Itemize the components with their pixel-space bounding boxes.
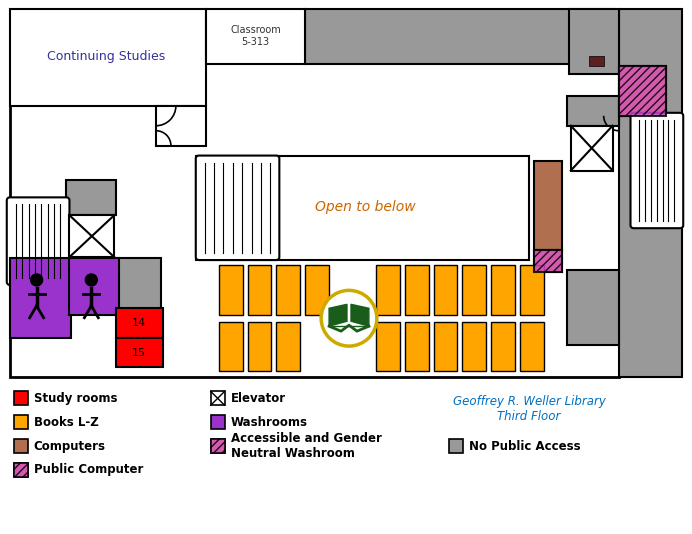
Bar — [210, 391, 225, 405]
Bar — [276, 265, 300, 315]
Text: 15: 15 — [132, 348, 146, 358]
Bar — [305, 265, 329, 315]
Bar — [491, 321, 515, 372]
Text: Public Computer: Public Computer — [34, 464, 143, 476]
Bar — [248, 321, 271, 372]
Text: Washrooms: Washrooms — [230, 415, 308, 429]
Bar — [276, 321, 300, 372]
Bar — [619, 10, 682, 378]
Text: Continuing Studies: Continuing Studies — [47, 50, 165, 62]
Bar — [462, 265, 486, 315]
Circle shape — [321, 290, 377, 346]
Bar — [116, 308, 163, 337]
Bar — [107, 258, 161, 313]
FancyBboxPatch shape — [196, 155, 280, 260]
FancyBboxPatch shape — [630, 113, 683, 228]
Bar — [210, 415, 225, 429]
Bar — [567, 270, 619, 344]
Bar — [376, 321, 400, 372]
Bar — [196, 155, 529, 260]
Bar — [206, 10, 305, 64]
Circle shape — [85, 274, 98, 286]
Bar — [219, 265, 242, 315]
FancyBboxPatch shape — [7, 198, 69, 285]
Bar — [376, 265, 400, 315]
Bar — [534, 250, 562, 272]
Bar — [14, 391, 28, 405]
Polygon shape — [329, 304, 347, 326]
Bar — [405, 265, 428, 315]
Bar — [210, 439, 225, 453]
Text: Geoffrey R. Weller Library
Third Floor: Geoffrey R. Weller Library Third Floor — [453, 395, 606, 423]
Text: 14: 14 — [132, 318, 146, 328]
Bar — [619, 66, 666, 116]
Text: Computers: Computers — [34, 439, 106, 452]
Polygon shape — [351, 304, 369, 326]
Bar — [619, 66, 666, 116]
Bar — [219, 321, 242, 372]
Bar — [14, 439, 28, 453]
Bar — [69, 258, 119, 315]
Bar — [69, 215, 114, 257]
Bar — [116, 337, 163, 367]
Bar — [450, 439, 464, 453]
Bar — [571, 125, 612, 170]
Text: Classroom
5-313: Classroom 5-313 — [230, 26, 281, 47]
Bar — [210, 439, 225, 453]
Bar — [305, 10, 614, 64]
Bar — [14, 463, 28, 477]
Bar — [405, 321, 428, 372]
Text: No Public Access: No Public Access — [469, 439, 581, 452]
Bar — [434, 265, 457, 315]
Bar — [567, 96, 619, 125]
Text: Accessible and Gender
Neutral Washroom: Accessible and Gender Neutral Washroom — [230, 432, 381, 460]
Bar — [520, 265, 544, 315]
Bar — [434, 321, 457, 372]
Bar — [589, 56, 603, 66]
Text: Study rooms: Study rooms — [34, 392, 117, 405]
Bar — [156, 106, 206, 146]
Circle shape — [30, 274, 43, 286]
Bar — [10, 10, 619, 378]
Bar — [66, 180, 116, 215]
Text: Elevator: Elevator — [230, 392, 286, 405]
Bar — [462, 321, 486, 372]
Text: Open to below: Open to below — [315, 200, 415, 214]
Bar — [520, 321, 544, 372]
Bar — [14, 463, 28, 477]
Bar — [10, 258, 71, 337]
Bar — [534, 161, 562, 250]
Bar — [248, 265, 271, 315]
Bar — [14, 415, 28, 429]
Bar — [534, 250, 562, 272]
Bar — [10, 10, 206, 106]
Bar — [569, 10, 619, 74]
Bar — [491, 265, 515, 315]
Text: Books L-Z: Books L-Z — [34, 415, 98, 429]
